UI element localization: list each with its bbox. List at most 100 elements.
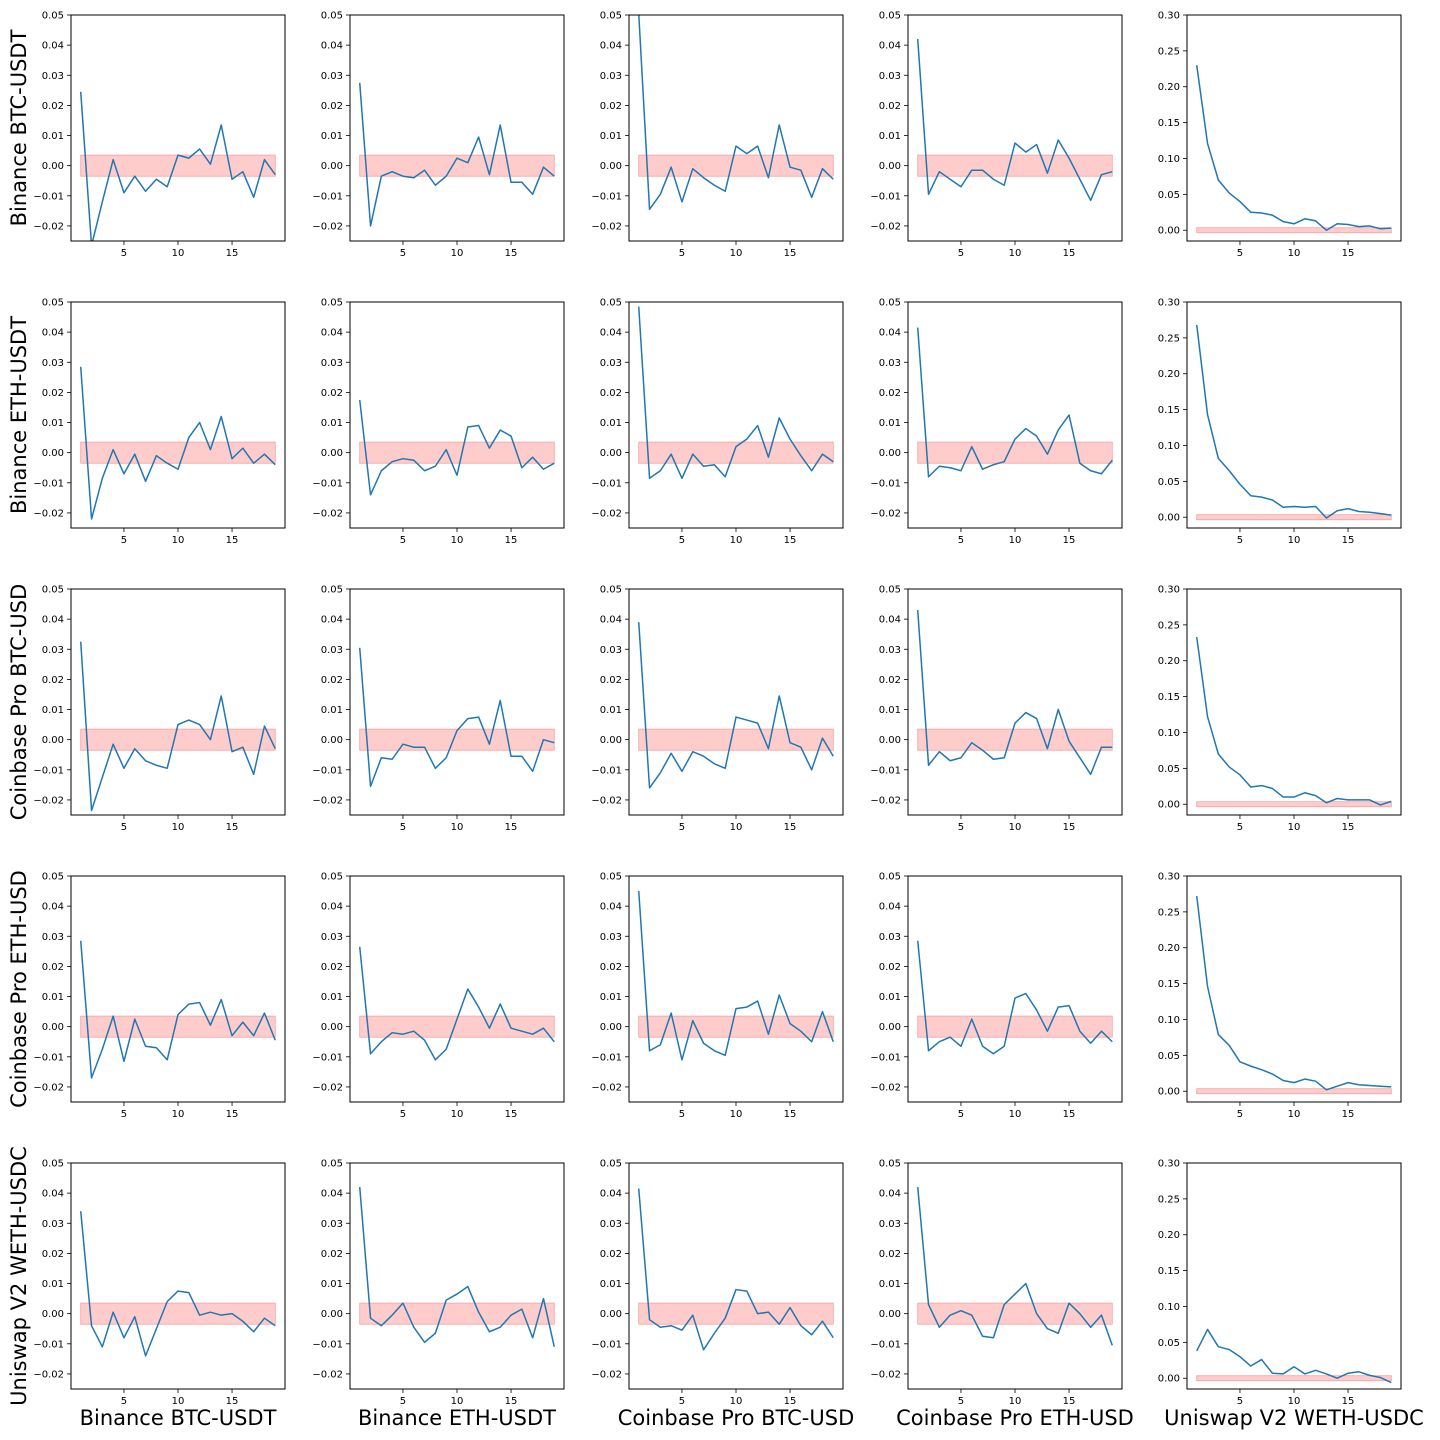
y-tick-label: −0.01 xyxy=(33,1339,64,1350)
y-tick-label: 0.04 xyxy=(321,41,343,52)
x-tick-label: 10 xyxy=(451,1109,464,1120)
y-tick-label: 0.01 xyxy=(42,1279,64,1290)
y-tick-label: 0.03 xyxy=(879,358,901,369)
y-tick-label: −0.02 xyxy=(870,795,901,806)
y-tick-label: 0.03 xyxy=(600,645,622,656)
x-tick-label: 15 xyxy=(505,248,518,259)
axes-frame xyxy=(907,875,1123,1103)
y-tick-label: 0.30 xyxy=(1158,298,1180,309)
y-tick-label: 0.05 xyxy=(42,872,64,883)
x-tick-label: 5 xyxy=(400,248,406,259)
y-tick-label: −0.02 xyxy=(33,1369,64,1380)
y-tick-label: 0.15 xyxy=(1158,118,1180,129)
x-tick-label: 5 xyxy=(958,822,964,833)
x-tick-label: 15 xyxy=(1342,822,1355,833)
x-tick-label: 10 xyxy=(730,248,743,259)
y-tick-label: 0.01 xyxy=(321,992,343,1003)
series-line xyxy=(79,940,276,1079)
axes-frame xyxy=(1186,14,1402,242)
y-tick-label: 0.10 xyxy=(1158,728,1180,739)
x-tick-label: 15 xyxy=(1342,535,1355,546)
x-tick-label: 15 xyxy=(1342,1396,1355,1407)
panel-r4-c1: 5 10 15 −0.02 −0.01 0.00 0.01 0.02 0.03 0.04 0.05 xyxy=(312,1159,565,1407)
y-tick-label: 0.02 xyxy=(42,675,64,686)
x-tick-label: 5 xyxy=(121,1396,127,1407)
y-tick-label: −0.02 xyxy=(33,221,64,232)
noise-band xyxy=(1196,801,1392,808)
panel-r0-c1: 5 10 15 −0.02 −0.01 0.00 0.01 0.02 0.03 0.04 0.05 xyxy=(312,11,565,259)
y-tick-label: −0.02 xyxy=(591,1082,622,1093)
x-tick-label: 5 xyxy=(121,535,127,546)
row-label: Coinbase Pro ETH-USD xyxy=(7,870,31,1108)
series-line xyxy=(637,891,834,1061)
y-tick-label: 0.03 xyxy=(321,1219,343,1230)
x-tick-label: 5 xyxy=(679,822,685,833)
y-tick-label: −0.02 xyxy=(312,1082,343,1093)
y-tick-label: 0.05 xyxy=(1158,477,1180,488)
x-tick-label: 5 xyxy=(1237,1396,1243,1407)
y-tick-label: 0.05 xyxy=(879,585,901,596)
series-line xyxy=(358,1187,556,1347)
x-tick-label: 15 xyxy=(226,535,239,546)
y-tick-label: 0.01 xyxy=(42,131,64,142)
axes-frame xyxy=(628,1162,844,1390)
x-tick-label: 5 xyxy=(400,1396,406,1407)
x-tick-label: 15 xyxy=(505,1109,518,1120)
y-tick-label: 0.04 xyxy=(600,902,622,913)
y-tick-label: 0.02 xyxy=(600,1249,622,1260)
y-tick-label: 0.01 xyxy=(879,418,901,429)
noise-band xyxy=(638,1302,834,1325)
y-tick-label: −0.01 xyxy=(870,1339,901,1350)
x-tick-label: 5 xyxy=(958,1109,964,1120)
y-tick-label: 0.03 xyxy=(879,71,901,82)
y-tick-label: 0.02 xyxy=(879,388,901,399)
y-tick-label: −0.01 xyxy=(33,478,64,489)
x-tick-label: 10 xyxy=(730,822,743,833)
series-line xyxy=(916,327,1113,478)
y-tick-label: −0.01 xyxy=(312,1052,343,1063)
x-tick-label: 15 xyxy=(1063,248,1076,259)
noise-band xyxy=(80,728,276,751)
x-tick-label: 10 xyxy=(451,248,464,259)
x-tick-label: 5 xyxy=(1237,535,1243,546)
axes-frame xyxy=(628,588,844,816)
axes-frame xyxy=(907,14,1123,242)
y-tick-label: 0.01 xyxy=(600,131,622,142)
y-tick-label: 0.04 xyxy=(42,1189,64,1200)
panel-r1-c3: 5 10 15 −0.02 −0.01 0.00 0.01 0.02 0.03 0.04 0.05 xyxy=(870,298,1123,546)
noise-band xyxy=(359,1302,555,1325)
series-line xyxy=(1195,896,1392,1091)
column-label: Binance ETH-USDT xyxy=(358,1406,556,1430)
x-tick-label: 15 xyxy=(1063,535,1076,546)
noise-band xyxy=(359,154,555,177)
y-tick-label: −0.02 xyxy=(591,508,622,519)
y-tick-label: 0.00 xyxy=(600,1022,622,1033)
y-tick-label: −0.01 xyxy=(33,191,64,202)
y-tick-label: 0.05 xyxy=(42,298,64,309)
axes-frame xyxy=(628,14,844,242)
series-line xyxy=(1195,636,1392,806)
noise-band xyxy=(80,441,276,464)
panel-r1-c0: 5 10 15 −0.02 −0.01 0.00 0.01 0.02 0.03 0.04 0.05 xyxy=(33,298,286,546)
axes-frame xyxy=(907,588,1123,816)
column-label: Coinbase Pro ETH-USD xyxy=(896,1406,1134,1430)
y-tick-label: 0.01 xyxy=(879,992,901,1003)
panel-r1-c1: 5 10 15 −0.02 −0.01 0.00 0.01 0.02 0.03 0.04 0.05 xyxy=(312,298,565,546)
axes-frame xyxy=(70,14,286,242)
y-tick-label: −0.02 xyxy=(33,508,64,519)
y-tick-label: 0.05 xyxy=(321,872,343,883)
axes-frame xyxy=(1186,588,1402,816)
x-tick-label: 5 xyxy=(679,248,685,259)
series-line xyxy=(1195,65,1392,231)
y-tick-label: −0.01 xyxy=(591,765,622,776)
y-tick-label: 0.15 xyxy=(1158,979,1180,990)
y-tick-label: 0.00 xyxy=(1158,513,1180,524)
x-tick-label: 15 xyxy=(784,822,797,833)
y-tick-label: −0.02 xyxy=(870,221,901,232)
y-tick-label: 0.01 xyxy=(42,992,64,1003)
y-tick-label: 0.00 xyxy=(879,1309,901,1320)
y-tick-label: 0.01 xyxy=(321,418,343,429)
x-tick-label: 15 xyxy=(1342,248,1355,259)
y-tick-label: 0.30 xyxy=(1158,872,1180,883)
